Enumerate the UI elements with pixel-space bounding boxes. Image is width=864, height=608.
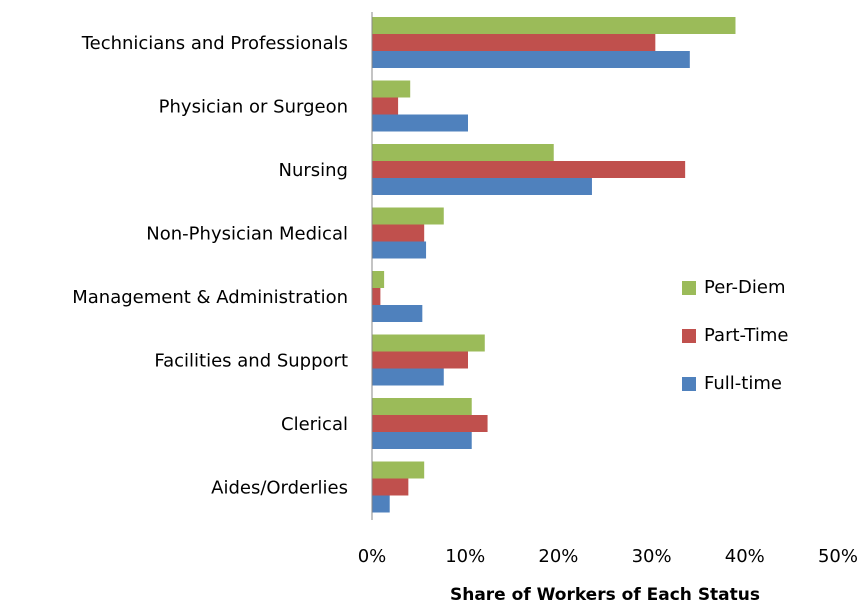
bar <box>372 34 656 51</box>
bar <box>372 478 409 496</box>
bar <box>372 178 592 195</box>
y-tick-label: Clerical <box>281 414 348 435</box>
bar <box>372 415 488 432</box>
y-tick-label: Nursing <box>279 160 349 181</box>
bar <box>372 207 444 225</box>
bar <box>372 144 554 161</box>
bar <box>372 241 427 259</box>
bar <box>372 97 399 115</box>
legend-swatch <box>682 281 696 295</box>
bar <box>372 114 468 132</box>
bar <box>372 398 472 415</box>
legend-label: Per-Diem <box>704 277 786 298</box>
bar <box>372 432 472 449</box>
bar <box>372 17 736 34</box>
x-tick-label: 50% <box>818 546 858 567</box>
bar <box>372 288 381 305</box>
x-tick-label: 40% <box>725 546 765 567</box>
y-tick-label: Physician or Surgeon <box>159 96 348 117</box>
bar <box>372 495 390 513</box>
bar <box>372 334 485 352</box>
legend-swatch <box>682 377 696 391</box>
y-tick-label: Management & Administration <box>72 287 348 308</box>
bar <box>372 161 686 178</box>
legend-label: Part-Time <box>704 325 788 346</box>
y-tick-label: Aides/Orderlies <box>211 477 348 498</box>
y-tick-label: Facilities and Support <box>154 350 348 371</box>
bar <box>372 368 444 386</box>
bar <box>372 271 385 288</box>
x-tick-label: 10% <box>445 546 485 567</box>
bar <box>372 461 425 479</box>
y-tick-label: Non-Physician Medical <box>146 223 348 244</box>
x-axis-title: Share of Workers of Each Status <box>450 585 760 605</box>
bar <box>372 305 423 322</box>
legend-label: Full-time <box>704 373 782 394</box>
bar <box>372 224 425 242</box>
y-tick-label: Technicians and Professionals <box>81 33 348 54</box>
x-tick-label: 0% <box>358 546 387 567</box>
bar <box>372 80 411 98</box>
x-tick-label: 20% <box>538 546 578 567</box>
legend-swatch <box>682 329 696 343</box>
bar <box>372 351 468 369</box>
x-tick-label: 30% <box>632 546 672 567</box>
bar <box>372 51 690 68</box>
